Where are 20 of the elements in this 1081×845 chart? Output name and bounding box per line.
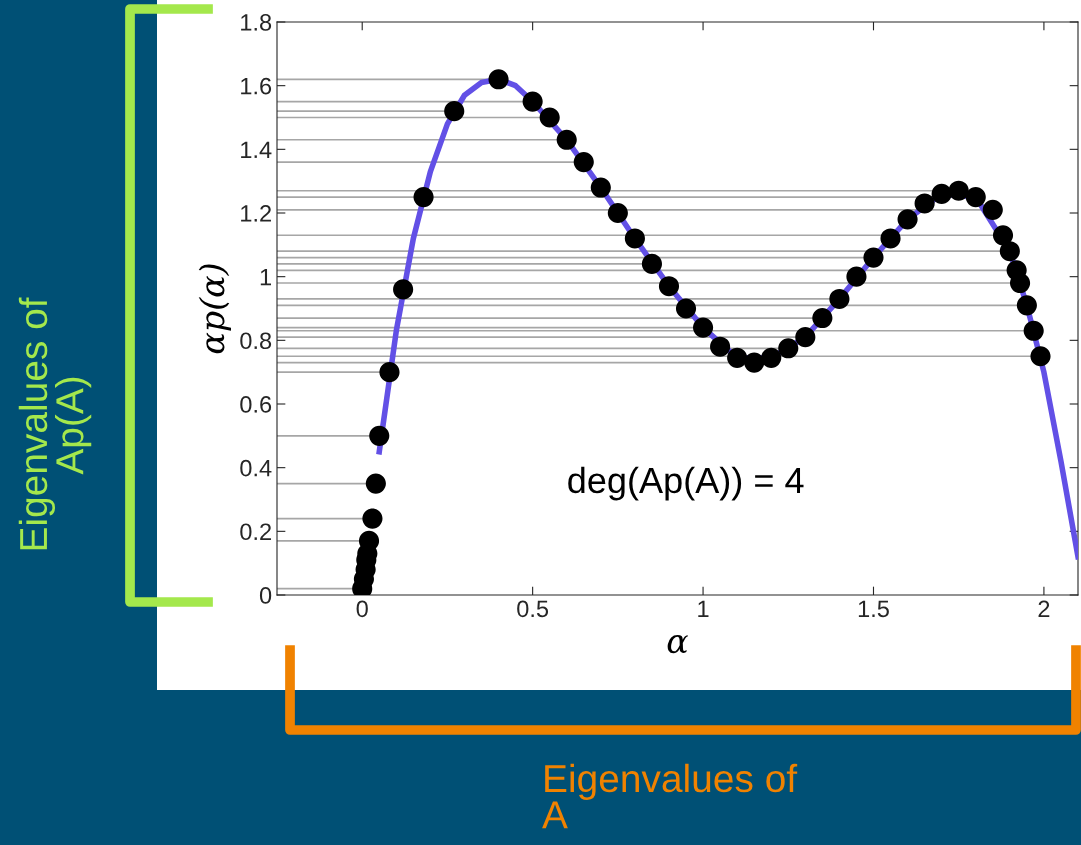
- text: Eigenvalues of Ap(A): [18, 297, 92, 550]
- y-tick-label: 0.8: [240, 332, 272, 350]
- y-tick-label: 0.6: [240, 396, 272, 413]
- y-tick-label: 1.8: [241, 14, 272, 31]
- y-tick-label: 1: [260, 268, 271, 286]
- y-tick-label: 0.4: [240, 459, 272, 477]
- x-tick-label: 0.5: [517, 600, 549, 618]
- y-tick-label: 1.2: [241, 205, 271, 222]
- text: Eigenvalues of A: [542, 763, 798, 829]
- x-tick-label: 2: [1038, 600, 1050, 617]
- y-tick-label: 0: [259, 587, 272, 604]
- x-axis-title: α: [667, 635, 689, 654]
- annotation: deg(Ap(A)) = 4: [568, 466, 804, 501]
- y-tick-label: 1.6: [241, 77, 272, 95]
- y-tick-label: 0.2: [240, 523, 271, 541]
- x-tick-label: 0: [356, 600, 368, 618]
- y-tick-label: 1.4: [241, 141, 272, 158]
- x-tick-label: 1.5: [858, 600, 889, 618]
- y-axis-title: αp(α): [198, 264, 231, 354]
- x-tick-label: 1: [698, 600, 709, 617]
